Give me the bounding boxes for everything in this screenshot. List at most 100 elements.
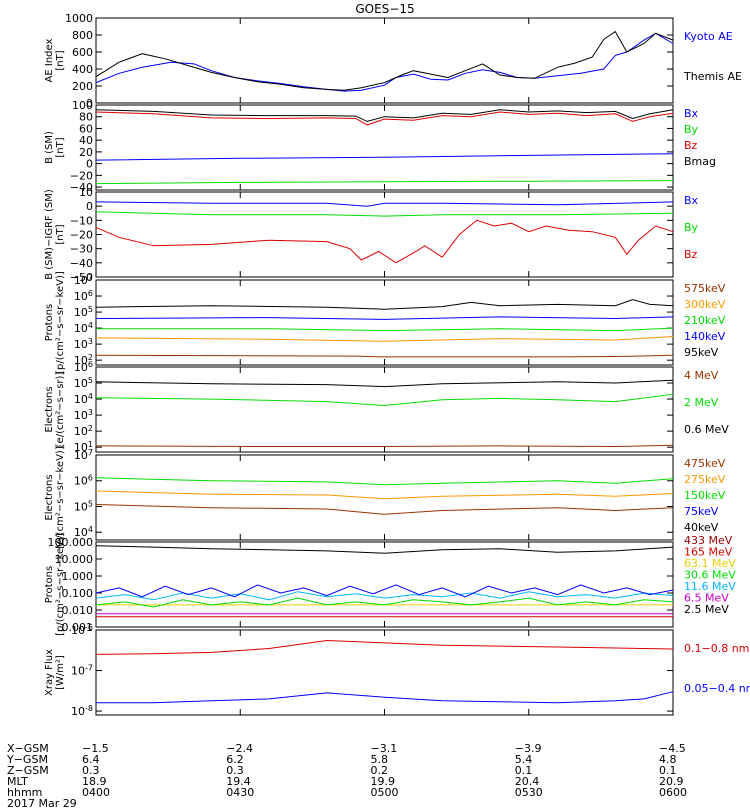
x-axis-value: 20.9 — [659, 775, 684, 788]
legend-entry: 275keV — [684, 473, 726, 486]
legend-entry: 6.5 MeV — [684, 592, 729, 605]
series-line — [95, 490, 674, 500]
panel-frame — [95, 366, 674, 453]
legend-entry: Kyoto AE — [684, 30, 733, 43]
legend-entry: Bx — [684, 107, 699, 120]
y-tick-label: 1.000 — [62, 570, 94, 583]
y-tick-label: 104 — [74, 525, 93, 539]
panel-5: 101 102 103 104 105 106 Electrons [e/(cm²−s−sr)… — [44, 360, 729, 454]
y-tick-label: 200 — [72, 80, 93, 93]
series-line — [95, 109, 674, 122]
legend-entry: 0.05−0.4 nm — [684, 682, 750, 695]
x-axis-value: 0.2 — [370, 764, 389, 777]
panel-7: 0.001 0.010 0.100 1.000 10.000 100.000 Protons… — [44, 533, 736, 636]
series-line — [95, 545, 674, 554]
y-tick-label: 10-8 — [71, 704, 93, 718]
y-axis-label: Electrons — [44, 386, 55, 432]
y-tick-label: 105 — [74, 376, 93, 390]
y-tick-label: −30 — [70, 243, 93, 256]
y-tick-label: 0 — [86, 200, 93, 213]
panel-8: 10-8 10-7 10-6 Xray Flux [W/m²] 0.1−0.8 nm 0.0… — [44, 623, 750, 718]
y-tick-label: 40 — [79, 134, 93, 147]
y-tick-label: 10-6 — [71, 623, 93, 637]
y-tick-label: 106 — [74, 474, 93, 488]
series-line — [95, 219, 674, 264]
legend-entry: 0.1−0.8 nm — [684, 642, 749, 655]
series-line — [95, 354, 674, 358]
series-line — [95, 211, 674, 217]
legend-entry: Themis AE — [683, 70, 742, 83]
y-tick-label: −20 — [70, 169, 93, 182]
x-axis-value: 6.2 — [226, 753, 244, 766]
y-tick-label: 0 — [86, 97, 93, 110]
y-tick-label: −50 — [70, 271, 93, 284]
x-axis-value: 0500 — [370, 786, 399, 799]
legend-entry: 165 MeV — [684, 546, 733, 559]
panel-1: 0 200 400 600 800 1000 AE Index [nT] Kyoto AE The… — [44, 12, 742, 110]
y-axis-label: [nT] — [55, 137, 66, 157]
legend-entry: 40keV — [684, 521, 719, 534]
y-axis-label: Xray Flux — [44, 649, 55, 696]
legend-entry: 210keV — [684, 314, 726, 327]
x-axis-value: 19.9 — [370, 775, 396, 788]
y-tick-label: 107 — [74, 448, 93, 462]
x-axis-value: −3.9 — [514, 742, 542, 755]
series-line — [95, 111, 674, 126]
x-axis-row-label: Z−GSM — [7, 764, 49, 777]
legend-entry: 0.6 MeV — [684, 423, 729, 436]
legend-entry: 140keV — [684, 330, 726, 343]
legend-entry: 300keV — [684, 298, 726, 311]
series-line — [95, 477, 674, 486]
y-tick-label: 0.100 — [62, 587, 94, 600]
series-line — [95, 153, 674, 161]
y-tick-label: 60 — [79, 122, 93, 135]
x-axis-row-label: hhmm — [7, 786, 43, 799]
y-tick-label: −10 — [70, 214, 93, 227]
series-line — [95, 32, 674, 92]
x-axis-value: −4.5 — [659, 742, 686, 755]
y-tick-label: 104 — [74, 392, 93, 406]
legend-entry: 11.6 MeV — [684, 580, 736, 593]
y-axis-label: [W/m²] — [55, 655, 66, 690]
x-axis-value: 6.4 — [82, 753, 100, 766]
x-axis-value: −1.5 — [82, 742, 109, 755]
legend-entry: 63.1 MeV — [684, 557, 736, 570]
y-axis-label: AE Index — [44, 38, 55, 82]
y-axis-label: [p/(cm²−s−sr−keV)] — [55, 533, 66, 636]
y-axis-label: [nT] — [55, 224, 66, 244]
y-tick-label: 102 — [74, 353, 93, 367]
legend-entry: 575keV — [684, 282, 726, 295]
y-tick-label: 103 — [74, 408, 93, 422]
legend-entry: 2 MeV — [684, 396, 719, 409]
panel-frame — [95, 104, 674, 191]
x-axis-row-label: MLT — [7, 775, 28, 788]
legend-entry: 30.6 MeV — [684, 569, 736, 582]
panel-6: 104 105 106 107 Electrons [e/(cm²−s−sr−keV)] 4… — [44, 446, 726, 549]
y-tick-label: 100 — [72, 99, 93, 112]
y-tick-label: 105 — [74, 305, 93, 319]
y-tick-label: 0.001 — [62, 621, 94, 634]
x-axis-value: −3.1 — [370, 742, 398, 755]
y-tick-label: 100.000 — [48, 536, 94, 549]
legend-entry: Bx — [684, 194, 699, 207]
x-axis-value: 20.4 — [514, 775, 540, 788]
legend-entry: By — [684, 123, 699, 136]
x-axis-value: 5.8 — [370, 753, 389, 766]
panel-4: 102 103 104 105 106 107 Protons [p/(cm²−s−sr−ke… — [44, 271, 726, 374]
legend-entry: By — [684, 221, 699, 234]
legend-entry: 475keV — [684, 457, 726, 470]
x-axis-value: 19.4 — [226, 775, 251, 788]
y-tick-label: 800 — [72, 29, 93, 42]
y-axis-label: Protons — [44, 304, 55, 341]
legend-entry: Bmag — [684, 155, 716, 168]
x-axis-value: 18.9 — [82, 775, 107, 788]
y-tick-label: −40 — [70, 257, 93, 270]
x-axis-value: 0430 — [226, 786, 255, 799]
y-tick-label: 1000 — [65, 12, 93, 25]
x-axis-value: 4.8 — [659, 753, 677, 766]
y-tick-label: 105 — [74, 499, 93, 513]
legend-entry: 95keV — [684, 346, 719, 359]
